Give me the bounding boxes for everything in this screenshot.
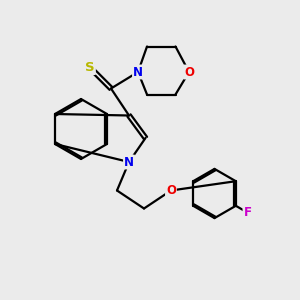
Text: F: F bbox=[244, 206, 251, 219]
Text: O: O bbox=[166, 184, 176, 197]
Text: N: N bbox=[124, 155, 134, 169]
Text: O: O bbox=[184, 65, 194, 79]
Text: N: N bbox=[133, 65, 143, 79]
Text: S: S bbox=[85, 61, 95, 74]
